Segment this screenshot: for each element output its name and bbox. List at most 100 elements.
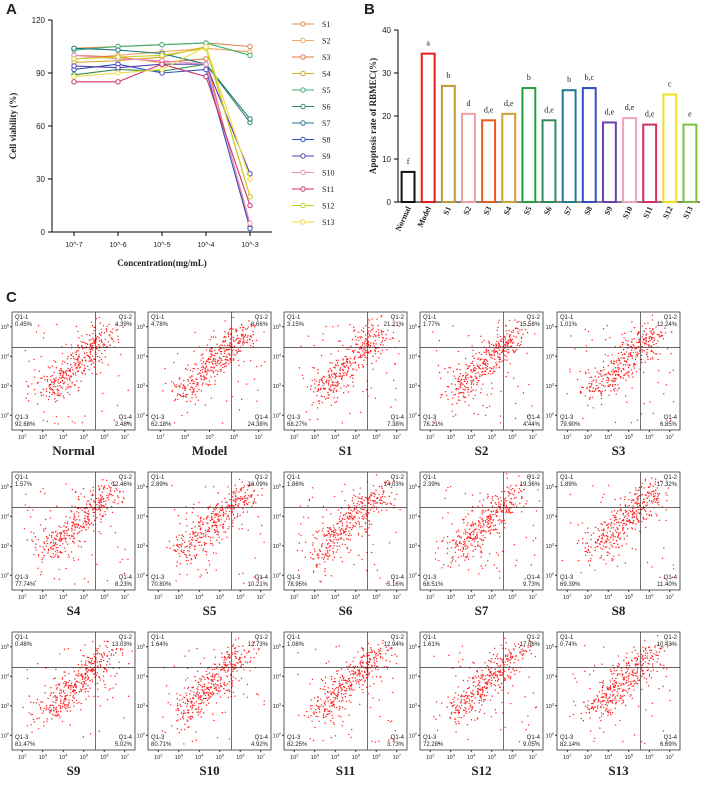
- event-dot: [121, 501, 122, 502]
- event-dot: [617, 389, 618, 390]
- x-tick-label: 107: [255, 433, 264, 442]
- x-tick-label: 107: [666, 593, 675, 602]
- event-dot: [319, 550, 320, 551]
- event-dot: [197, 384, 198, 385]
- event-dot: [35, 536, 36, 537]
- event-dot: [499, 571, 500, 572]
- event-dot: [619, 360, 620, 361]
- y-tick-label: 104: [546, 352, 555, 361]
- event-dot: [101, 332, 102, 333]
- event-dot: [114, 490, 115, 491]
- event-dot: [341, 491, 342, 492]
- event-dot: [458, 557, 459, 558]
- event-dot: [342, 530, 343, 531]
- event-dot: [496, 552, 497, 553]
- x-tick-label: 104: [59, 433, 68, 442]
- event-dot: [311, 404, 312, 405]
- event-dot: [326, 534, 327, 535]
- event-dot: [391, 492, 392, 493]
- event-dot: [473, 531, 474, 532]
- event-dot: [467, 532, 468, 533]
- event-dot: [56, 547, 57, 548]
- event-dot: [247, 328, 248, 329]
- event-dot: [602, 538, 603, 539]
- event-dot: [471, 380, 472, 381]
- event-dot: [111, 332, 112, 333]
- x-tick-label: 104: [331, 433, 340, 442]
- event-dot: [47, 538, 48, 539]
- event-dot: [30, 516, 31, 517]
- event-dot: [498, 343, 499, 344]
- gate-name: Q1-2: [255, 315, 269, 321]
- event-dot: [516, 328, 517, 329]
- event-dot: [504, 337, 505, 338]
- event-dot: [619, 518, 620, 519]
- event-dot: [327, 543, 328, 544]
- bar: [543, 120, 556, 202]
- event-dot: [101, 410, 102, 411]
- event-dot: [210, 348, 211, 349]
- event-dot: [502, 551, 503, 552]
- event-dot: [608, 380, 609, 381]
- tick-exponent: 2: [569, 433, 572, 438]
- event-dot: [73, 374, 74, 375]
- event-dot: [93, 663, 94, 664]
- event-dot: [342, 544, 343, 545]
- event-dot: [79, 363, 80, 364]
- event-dot: [181, 415, 182, 416]
- event-dot: [370, 345, 371, 346]
- event-dot: [56, 550, 57, 551]
- event-dot: [317, 369, 318, 370]
- event-dot: [488, 373, 489, 374]
- event-dot: [585, 373, 586, 374]
- event-dot: [635, 364, 636, 365]
- event-dot: [224, 331, 225, 332]
- event-dot: [644, 509, 645, 510]
- event-dot: [116, 330, 117, 331]
- tick-exponent: 2: [24, 593, 27, 598]
- event-dot: [475, 549, 476, 550]
- event-dot: [636, 493, 637, 494]
- event-dot: [613, 527, 614, 528]
- event-dot: [460, 392, 461, 393]
- event-dot: [203, 379, 204, 380]
- event-dot: [374, 564, 375, 565]
- event-dot: [189, 550, 190, 551]
- event-dot: [335, 375, 336, 376]
- event-dot: [197, 538, 198, 539]
- event-dot: [334, 534, 335, 535]
- event-dot: [384, 496, 385, 497]
- event-dot: [607, 382, 608, 383]
- event-dot: [242, 344, 243, 345]
- event-dot: [653, 485, 654, 486]
- event-dot: [655, 501, 656, 502]
- event-dot: [50, 547, 51, 548]
- event-dot: [346, 516, 347, 517]
- event-dot: [340, 534, 341, 535]
- event-dot: [578, 540, 579, 541]
- event-dot: [98, 505, 99, 506]
- event-dot: [103, 671, 104, 672]
- event-dot: [242, 334, 243, 335]
- event-dot: [43, 420, 44, 421]
- event-dot: [513, 494, 514, 495]
- event-dot: [68, 368, 69, 369]
- event-dot: [598, 373, 599, 374]
- y-tick-label: 102: [409, 571, 418, 580]
- event-dot: [344, 519, 345, 520]
- event-dot: [324, 396, 325, 397]
- event-dot: [103, 501, 104, 502]
- event-dot: [60, 711, 61, 712]
- event-dot: [593, 387, 594, 388]
- event-dot: [239, 343, 240, 344]
- event-dot: [211, 516, 212, 517]
- event-dot: [34, 369, 35, 370]
- event-dot: [343, 392, 344, 393]
- event-dot: [509, 509, 510, 510]
- event-dot: [56, 367, 57, 368]
- event-dot: [237, 360, 238, 361]
- legend-marker: [301, 71, 305, 75]
- x-tick-label: S12: [661, 205, 674, 220]
- event-dot: [182, 540, 183, 541]
- event-dot: [481, 375, 482, 376]
